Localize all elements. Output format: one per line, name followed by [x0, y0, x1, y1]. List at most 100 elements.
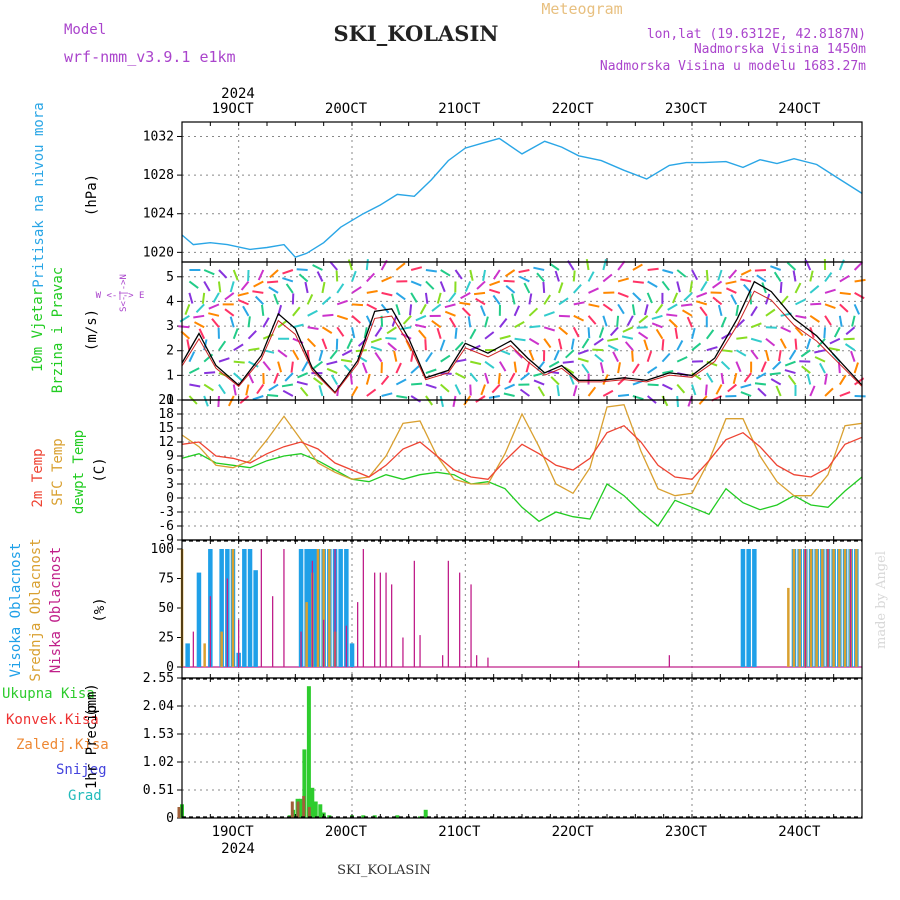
wind-arrow: [203, 269, 215, 276]
wind-arrow: [853, 362, 859, 374]
cloud-bar: [746, 549, 751, 667]
panel-frame: [181, 677, 863, 819]
y-tick-label: -9: [158, 533, 174, 548]
wind-arrow: [573, 314, 585, 322]
wind-arrow: [307, 309, 318, 317]
wind-arrow: [201, 292, 206, 304]
footer-station: SKI_KOLASIN: [337, 863, 431, 878]
wind-arrow: [184, 304, 191, 315]
wind-arrow: [557, 338, 563, 350]
wind-arrow: [554, 270, 560, 282]
wind-arrow: [321, 326, 333, 334]
wind-arrow: [504, 383, 516, 390]
wind-arrow: [322, 313, 334, 317]
model-label: Model: [64, 22, 106, 38]
wind-arrow: [414, 323, 427, 329]
precip-bar: [313, 801, 318, 818]
cloud-bar: [476, 655, 478, 667]
top-day-label: 24OCT: [778, 101, 821, 117]
legend-snijeg: Snijeg: [56, 762, 107, 778]
wind-arrow: [387, 342, 398, 351]
wind-arrow: [497, 372, 501, 385]
wind-arrow: [336, 326, 345, 337]
wind-arrow: [607, 344, 619, 352]
temp-unit: (C): [92, 457, 108, 482]
wind-arrow: [425, 351, 433, 363]
wind-arrow: [814, 356, 826, 363]
wind-arrow: [699, 306, 708, 317]
cloud-bar: [231, 549, 235, 667]
wind-arrow: [189, 383, 201, 388]
wind-arrow: [395, 362, 402, 374]
meteogram-label: Meteogram: [541, 0, 622, 18]
cloud-panel: 0 25 50 75 100: [151, 539, 863, 679]
wind-arrow: [252, 290, 264, 294]
wind-arrow: [425, 383, 437, 389]
wind-arrow: [424, 339, 427, 351]
wind-arrow: [224, 292, 235, 301]
wind-arrow: [794, 338, 798, 350]
wind-arrow: [661, 339, 665, 351]
wind-arrow: [704, 384, 708, 396]
cloud-bar: [391, 584, 393, 667]
wind-arrow: [242, 305, 250, 317]
cloud-bar: [385, 572, 387, 667]
wind-arrow: [602, 259, 607, 271]
wind-arrow: [440, 354, 451, 363]
wind-arrow: [795, 298, 806, 306]
wind-arrow: [638, 331, 649, 340]
wind-arrow: [765, 337, 776, 347]
cloud-bar: [344, 549, 349, 667]
wind-arrow: [351, 303, 364, 307]
wind-arrow: [743, 372, 752, 383]
cloud-bar: [809, 549, 813, 667]
wind-arrow: [306, 338, 317, 348]
temp-2m-label: 2m Temp: [30, 448, 46, 507]
wind-arrow: [542, 281, 546, 293]
wind-arrow: [572, 385, 578, 397]
wind-arrow: [617, 303, 625, 315]
wind-arrow: [188, 292, 194, 304]
wind-arrow: [525, 361, 531, 373]
wind-arrow: [647, 267, 659, 271]
wind-arrow: [764, 293, 771, 305]
wind-arrow: [444, 303, 456, 309]
wind-arrow: [224, 308, 235, 317]
wind-arrow: [411, 382, 423, 386]
wind-gust-line: [181, 290, 863, 394]
wind-arrow: [850, 350, 856, 362]
wind-arrow: [351, 270, 357, 282]
bottom-day-label: 22OCT: [552, 824, 595, 840]
wind-arrow: [268, 286, 279, 294]
cloud-bar: [442, 655, 444, 667]
wind-arrow: [267, 394, 279, 397]
wind-arrow: [829, 337, 841, 345]
cloud-bar: [306, 549, 312, 667]
bottom-day-label: 20OCT: [325, 824, 368, 840]
cloud-bar: [219, 549, 224, 667]
wind-arrow: [475, 395, 486, 403]
wind-arrow: [351, 286, 362, 294]
wind-arrow: [588, 303, 600, 308]
wind-arrow: [336, 299, 348, 306]
precip-bar: [290, 801, 294, 818]
model-name: wrf-nmm_v3.9.1 e1km: [64, 48, 236, 66]
wind-arrow: [735, 349, 747, 357]
cloud-bar: [345, 625, 347, 667]
wind-arrow: [186, 339, 191, 351]
cloud-bar: [305, 602, 308, 667]
wind-arrow: [838, 259, 845, 271]
wind-arrow: [794, 282, 802, 294]
wind-arrow: [282, 277, 294, 283]
wind-arrow: [460, 292, 471, 300]
wind-speed-line: [181, 280, 863, 394]
wind-arrow: [854, 278, 866, 283]
wind-arrow: [513, 305, 521, 317]
wind-arrow: [533, 266, 545, 271]
wind-arrow: [410, 364, 420, 374]
wind-arrow: [839, 391, 851, 397]
pressure-line: [181, 137, 863, 259]
wind-arrow: [691, 269, 699, 281]
wind-arrow: [228, 395, 235, 407]
wind-arrow: [676, 269, 687, 278]
